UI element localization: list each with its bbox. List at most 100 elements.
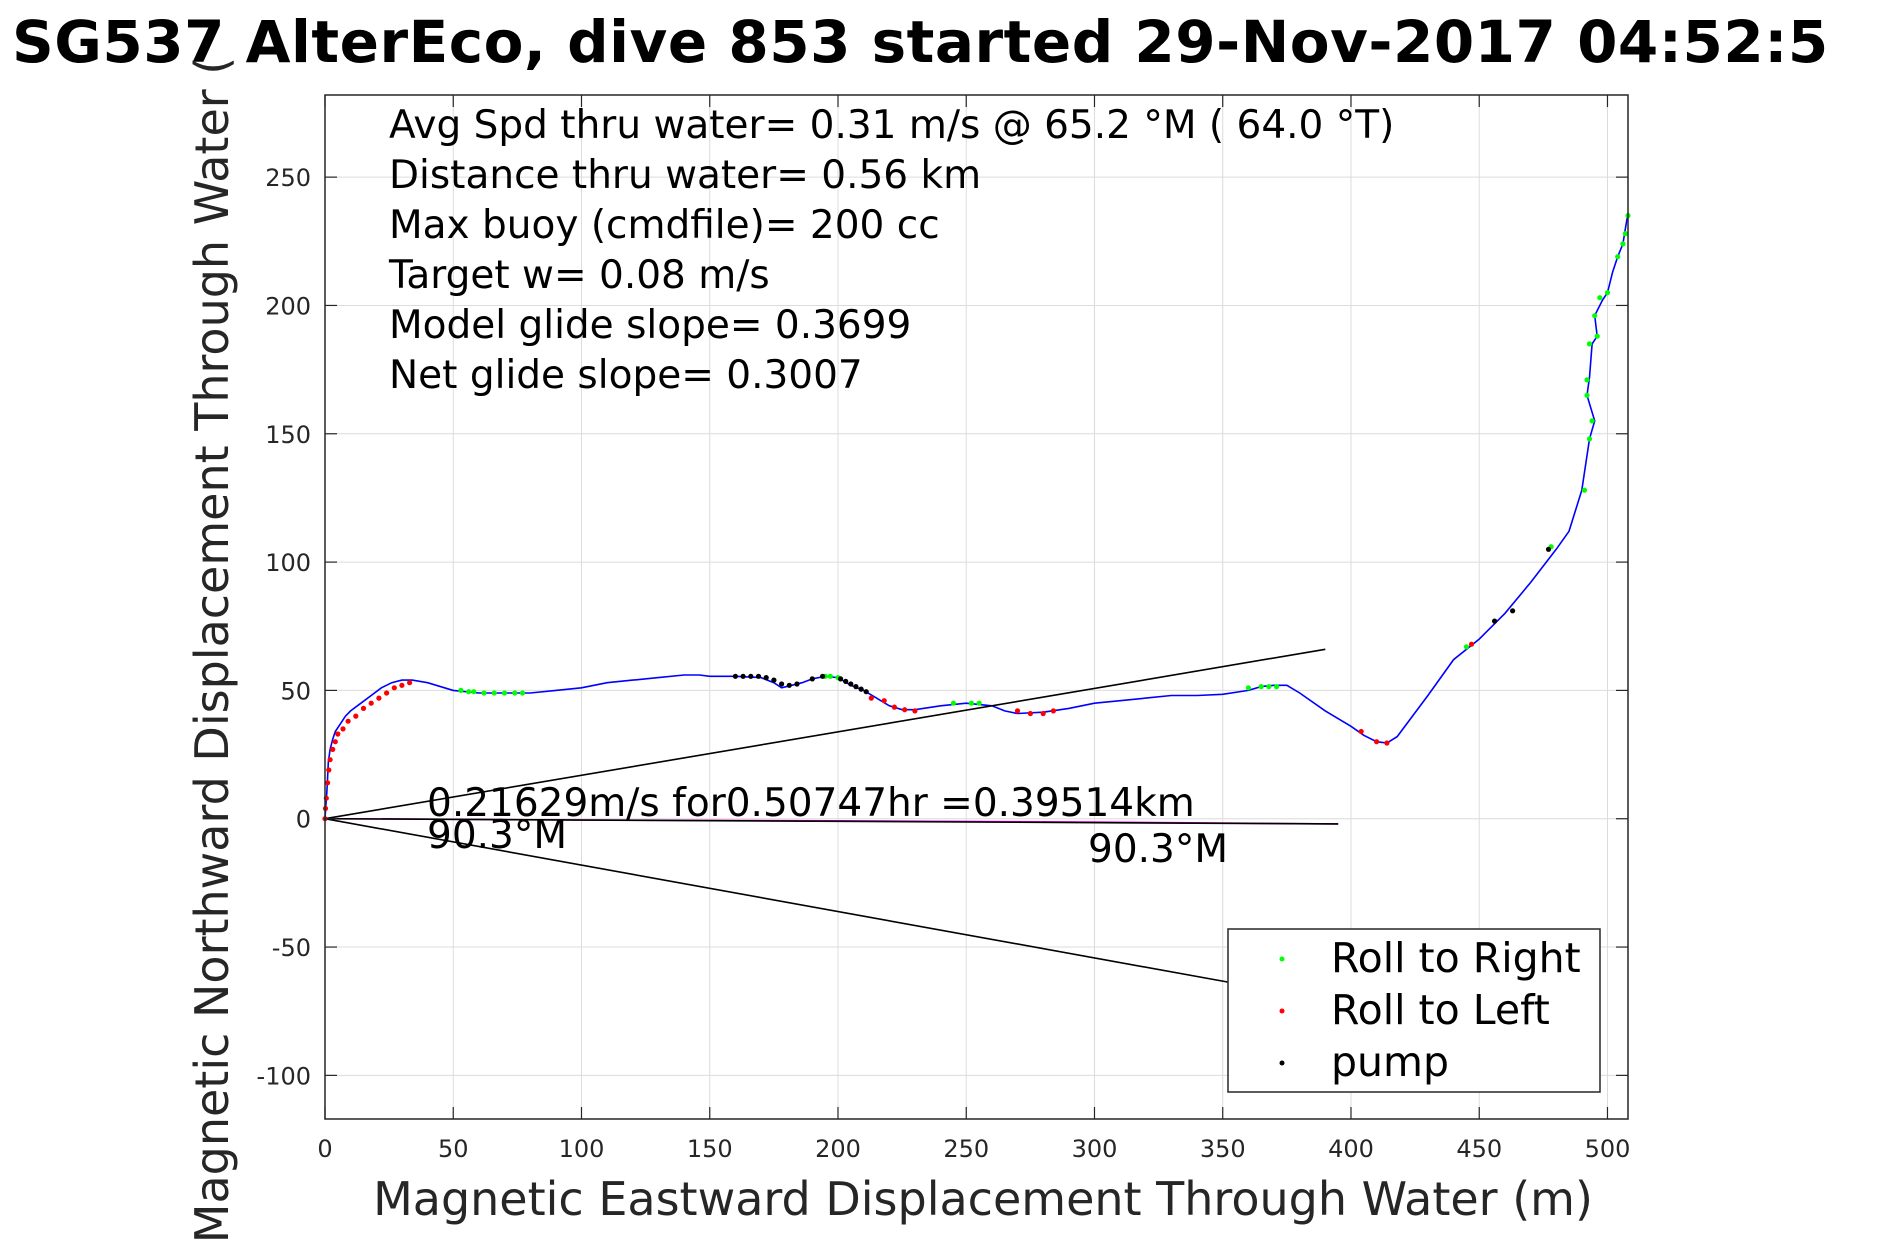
point-roll-to-right-22 xyxy=(1594,333,1600,339)
point-roll-to-right-29 xyxy=(1604,290,1611,296)
point-roll-to-left-9 xyxy=(340,726,346,732)
point-roll-to-right-27 xyxy=(1592,313,1598,319)
x-tick-label-7: 350 xyxy=(1200,1135,1246,1163)
point-roll-to-left-26 xyxy=(1040,710,1046,717)
point-roll-to-right-32 xyxy=(1622,231,1628,237)
point-roll-to-right-12 xyxy=(968,700,975,706)
point-roll-to-right-3 xyxy=(481,690,487,696)
point-roll-to-right-5 xyxy=(501,690,508,696)
point-roll-to-left-11 xyxy=(353,713,359,719)
legend-marker-roll-left xyxy=(1279,1008,1285,1014)
stats-line-target-w: Target w= 0.08 m/s xyxy=(388,253,770,298)
point-roll-to-left-12 xyxy=(360,705,367,712)
point-pump-3 xyxy=(755,673,762,679)
legend: Roll to Right Roll to Left pump xyxy=(1227,928,1601,1093)
x-tick-label-3: 150 xyxy=(687,1135,733,1163)
series-line-2 xyxy=(324,648,1326,820)
y-tick-label-7: 250 xyxy=(265,164,311,192)
point-roll-to-right-4 xyxy=(491,690,497,696)
legend-label-roll-left: Roll to Left xyxy=(1331,986,1550,1034)
point-pump-15 xyxy=(858,686,864,692)
point-roll-to-right-1 xyxy=(466,689,472,695)
point-pump-16 xyxy=(863,689,869,695)
x-tick-label-8: 400 xyxy=(1328,1135,1374,1163)
point-roll-to-left-8 xyxy=(335,731,341,737)
point-roll-to-left-22 xyxy=(902,707,908,713)
point-roll-to-left-24 xyxy=(1014,708,1021,714)
legend-marker-roll-right xyxy=(1279,956,1285,962)
point-roll-to-left-6 xyxy=(330,746,336,753)
x-tick-label-0: 0 xyxy=(317,1135,332,1163)
chart-title: SG537 AlterEco, dive 853 started 29-Nov-… xyxy=(12,8,1829,76)
point-pump-0 xyxy=(732,673,739,679)
point-roll-to-left-13 xyxy=(368,700,374,706)
point-pump-7 xyxy=(786,682,792,688)
tick-marks xyxy=(324,95,1628,1119)
point-pump-2 xyxy=(748,673,754,679)
point-roll-to-right-28 xyxy=(1597,295,1603,301)
point-pump-4 xyxy=(763,675,769,681)
point-roll-to-left-21 xyxy=(891,704,898,710)
point-roll-to-right-7 xyxy=(519,690,526,696)
point-pump-17 xyxy=(1492,618,1498,624)
series-line-0 xyxy=(324,212,1629,819)
point-roll-to-right-11 xyxy=(950,700,957,706)
plot-area-border xyxy=(324,94,1629,1120)
point-pump-13 xyxy=(848,681,854,687)
point-pump-5 xyxy=(771,677,777,683)
point-roll-to-right-18 xyxy=(1463,644,1469,650)
point-roll-to-right-21 xyxy=(1586,436,1593,442)
point-roll-to-left-3 xyxy=(325,780,331,786)
legend-marker-pump xyxy=(1279,1060,1285,1066)
point-roll-to-left-16 xyxy=(391,685,397,691)
point-pump-8 xyxy=(794,681,800,687)
point-roll-to-right-26 xyxy=(1589,418,1595,424)
y-tick-labels: -100 -50 0 50 100 150 200 250 xyxy=(257,164,311,1090)
point-pump-9 xyxy=(809,676,815,682)
point-roll-to-left-14 xyxy=(376,695,382,701)
point-pump-10 xyxy=(820,673,826,679)
point-roll-to-right-20 xyxy=(1581,487,1587,493)
x-axis-label: Magnetic Eastward Displacement Through W… xyxy=(373,1172,1593,1226)
stats-line-distance: Distance thru water= 0.56 km xyxy=(389,153,981,198)
x-tick-label-2: 100 xyxy=(559,1135,605,1163)
point-roll-to-left-19 xyxy=(868,695,874,701)
current-annotation: 0.21629m/s for0.50747hr =0.39514km xyxy=(427,781,1195,826)
point-roll-to-left-25 xyxy=(1027,710,1033,717)
point-pump-11 xyxy=(838,676,844,682)
point-roll-to-left-29 xyxy=(1374,739,1380,745)
point-roll-to-left-5 xyxy=(327,757,333,763)
y-tick-label-3: 50 xyxy=(280,677,311,705)
point-pump-18 xyxy=(1510,608,1516,614)
series-line-4 xyxy=(324,817,1234,984)
point-roll-to-right-23 xyxy=(1586,341,1593,347)
point-roll-to-left-23 xyxy=(912,708,918,714)
point-roll-to-right-17 xyxy=(1274,684,1280,690)
point-pump-14 xyxy=(853,684,859,690)
x-tick-label-1: 50 xyxy=(438,1135,469,1163)
point-roll-to-left-30 xyxy=(1384,740,1390,746)
stats-line-avg-speed: Avg Spd thru water= 0.31 m/s @ 65.2 °M (… xyxy=(389,103,1394,148)
point-roll-to-right-24 xyxy=(1584,377,1590,383)
x-tick-labels: 0 50 100 150 200 250 300 350 400 450 500 xyxy=(317,1135,1630,1163)
x-tick-label-10: 500 xyxy=(1585,1135,1631,1163)
point-roll-to-left-4 xyxy=(326,767,332,773)
point-roll-to-left-20 xyxy=(881,698,887,704)
point-roll-to-left-7 xyxy=(332,739,338,745)
point-roll-to-left-17 xyxy=(399,682,405,688)
point-roll-to-right-14 xyxy=(1245,685,1251,691)
x-tick-label-9: 450 xyxy=(1456,1135,1502,1163)
point-roll-to-right-6 xyxy=(512,690,518,696)
y-tick-label-5: 150 xyxy=(265,421,311,449)
point-roll-to-left-31 xyxy=(1468,641,1475,647)
legend-label-pump: pump xyxy=(1331,1038,1449,1086)
y-tick-label-2: 0 xyxy=(296,806,311,834)
point-roll-to-right-25 xyxy=(1584,392,1590,398)
grid-lines xyxy=(324,95,1628,1119)
point-roll-to-left-18 xyxy=(407,680,413,686)
point-pump-12 xyxy=(843,678,849,685)
point-roll-to-right-9 xyxy=(827,673,833,679)
x-tick-label-5: 250 xyxy=(943,1135,989,1163)
heading-annotation-right: 90.3°M xyxy=(1088,827,1228,872)
